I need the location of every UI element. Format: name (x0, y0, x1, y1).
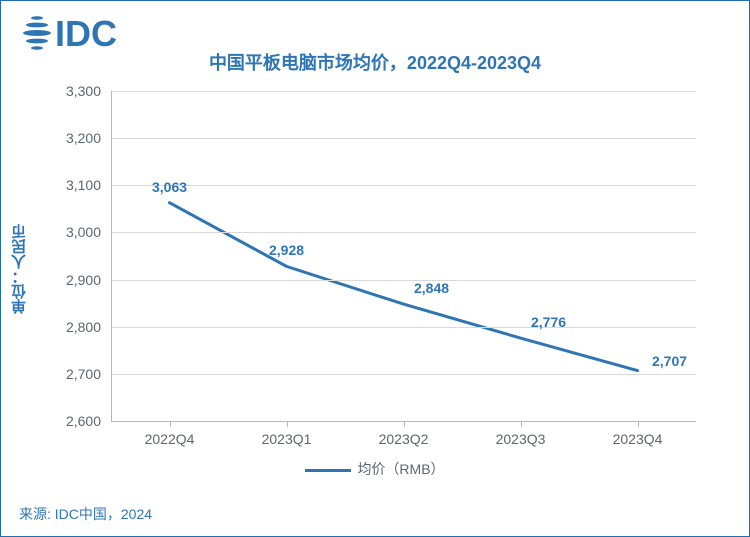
gridline (111, 374, 696, 375)
y-tick-label: 3,000 (66, 224, 111, 240)
svg-text:IDC: IDC (55, 13, 117, 53)
x-tick-label: 2023Q3 (496, 431, 546, 447)
legend: 均价（RMB） (1, 459, 749, 479)
legend-label: 均价（RMB） (357, 461, 444, 477)
x-tick-mark (638, 421, 639, 427)
legend-swatch (305, 469, 351, 472)
data-label: 2,848 (414, 280, 449, 296)
gridline (111, 280, 696, 281)
data-label: 2,707 (652, 353, 687, 369)
x-tick-label: 2023Q4 (613, 431, 663, 447)
chart-card: IDC 中国平板电脑市场均价，2022Q4-2023Q4 单位：人民币 2,60… (0, 0, 750, 537)
chart-title: 中国平板电脑市场均价，2022Q4-2023Q4 (1, 49, 749, 75)
x-tick-mark (404, 421, 405, 427)
x-tick-mark (521, 421, 522, 427)
data-label: 2,776 (531, 314, 566, 330)
data-label: 3,063 (152, 179, 187, 195)
gridline (111, 185, 696, 186)
x-tick-label: 2023Q2 (379, 431, 429, 447)
y-tick-label: 2,600 (66, 413, 111, 429)
source-text: 来源: IDC中国，2024 (19, 504, 152, 524)
y-tick-label: 3,300 (66, 83, 111, 99)
data-label: 2,928 (269, 242, 304, 258)
y-tick-label: 3,200 (66, 130, 111, 146)
y-tick-label: 2,800 (66, 319, 111, 335)
y-tick-label: 2,700 (66, 366, 111, 382)
x-tick-label: 2023Q1 (262, 431, 312, 447)
line-series (111, 91, 696, 421)
y-tick-label: 2,900 (66, 272, 111, 288)
gridline (111, 232, 696, 233)
x-tick-mark (287, 421, 288, 427)
x-tick-label: 2022Q4 (145, 431, 195, 447)
y-axis-line (111, 91, 112, 421)
gridline (111, 91, 696, 92)
gridline (111, 327, 696, 328)
x-tick-mark (170, 421, 171, 427)
y-tick-label: 3,100 (66, 177, 111, 193)
plot-area: 2,6002,7002,8002,9003,0003,1003,2003,300… (111, 91, 696, 421)
y-axis-label: 单位：人民币 (9, 224, 30, 314)
gridline (111, 138, 696, 139)
